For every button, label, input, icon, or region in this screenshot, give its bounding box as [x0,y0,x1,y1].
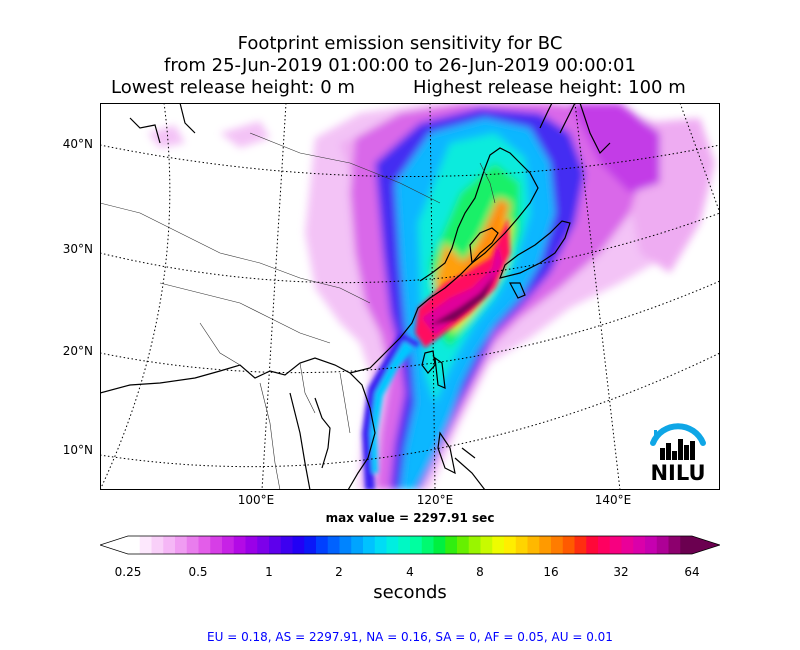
colorbar-cell [421,536,434,554]
colorbar-cell [468,536,481,554]
colorbar-cell [257,536,270,554]
colorbar-cell [633,536,646,554]
colorbar-cell [186,536,199,554]
colorbar-cell [316,536,329,554]
colorbar-cell [233,536,246,554]
colorbar-tick: 2 [335,565,343,579]
colorbar-tick: 8 [476,565,484,579]
colorbar-cell [621,536,634,554]
lat-label-40n: 40°N [62,137,93,151]
colorbar-cell [645,536,658,554]
colorbar-cell [410,536,423,554]
map-period: from 25-Jun-2019 01:00:00 to 26-Jun-2019… [164,55,636,76]
colorbar-cell [680,536,693,554]
colorbar-cell [198,536,211,554]
colorbar-cell [480,536,493,554]
highest-release-height: Highest release height: 100 m [413,77,686,98]
colorbar-cell [222,536,235,554]
colorbar-extend-high [692,536,720,554]
colorbar-tick: 32 [613,565,629,579]
colorbar-cell [562,536,575,554]
colorbar-cell [668,536,681,554]
colorbar-cell [515,536,528,554]
colorbar-cell [504,536,517,554]
colorbar-cell [598,536,611,554]
colorbar-cell [128,536,141,554]
colorbar-cell [139,536,152,554]
colorbar-cells [100,536,720,554]
colorbar-cell [492,536,505,554]
lowest-release-height: Lowest release height: 0 m [111,77,355,98]
colorbar-cell [210,536,223,554]
colorbar-cell [151,536,164,554]
colorbar-tick: 1 [265,565,273,579]
country-borders [100,132,496,490]
logo-text: NILU [650,461,705,485]
colorbar-cell [351,536,364,554]
footprint-map: NILU [100,103,720,490]
lat-label-30n: 30°N [62,242,93,256]
colorbar-tick: 0.5 [188,565,208,579]
colorbar-cell [175,536,188,554]
max-value-label: max value = 2297.91 sec [325,511,495,525]
colorbar-cell [339,536,352,554]
colorbar-cell [363,536,376,554]
colorbar-units: seconds [373,582,447,603]
colorbar [100,535,720,555]
lon-label-100e: 100°E [237,493,275,507]
lon-label-120e: 120°E [416,493,454,507]
colorbar-cell [609,536,622,554]
colorbar-cell [398,536,411,554]
sensitivity-plume [148,103,715,490]
colorbar-cell [551,536,564,554]
colorbar-cell [586,536,599,554]
colorbar-cell [574,536,587,554]
colorbar-cell [374,536,387,554]
colorbar-cell [292,536,305,554]
colorbar-cell [304,536,317,554]
map-title: Footprint emission sensitivity for BC [237,33,563,54]
graticule [100,103,720,490]
lat-label-20n: 20°N [62,344,93,358]
colorbar-cell [527,536,540,554]
colorbar-tick: 16 [543,565,559,579]
colorbar-cell [386,536,399,554]
colorbar-cell [656,536,669,554]
lat-label-10n: 10°N [62,443,93,457]
colorbar-cell [269,536,282,554]
colorbar-cell [457,536,470,554]
logo-tick [654,430,657,438]
colorbar-cell [433,536,446,554]
colorbar-cell [327,536,340,554]
nilu-logo: NILU [650,423,706,485]
lon-label-140e: 140°E [594,493,632,507]
colorbar-tick: 64 [684,565,700,579]
colorbar-cell [163,536,176,554]
colorbar-cell [539,536,552,554]
colorbar-extend-low [100,536,128,554]
logo-skyline-icon [660,439,695,460]
colorbar-tick: 4 [406,565,414,579]
colorbar-cell [280,536,293,554]
colorbar-cell [445,536,458,554]
region-totals: EU = 0.18, AS = 2297.91, NA = 0.16, SA =… [207,630,613,644]
colorbar-tick: 0.25 [114,565,142,579]
colorbar-cell [245,536,258,554]
